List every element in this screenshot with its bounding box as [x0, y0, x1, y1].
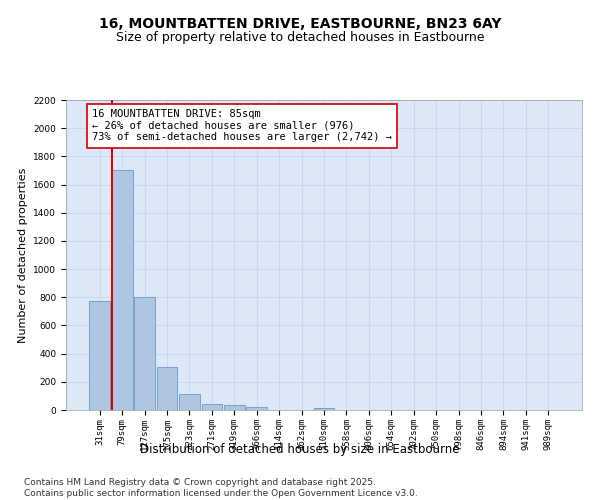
Text: Distribution of detached houses by size in Eastbourne: Distribution of detached houses by size … — [140, 442, 460, 456]
Text: Size of property relative to detached houses in Eastbourne: Size of property relative to detached ho… — [116, 31, 484, 44]
Bar — [157, 367, 178, 410]
Bar — [202, 404, 222, 410]
Bar — [179, 394, 200, 410]
Text: 16, MOUNTBATTEN DRIVE, EASTBOURNE, BN23 6AY: 16, MOUNTBATTEN DRIVE, EASTBOURNE, BN23 … — [99, 18, 501, 32]
Bar — [314, 408, 334, 410]
Text: Contains HM Land Registry data © Crown copyright and database right 2025.
Contai: Contains HM Land Registry data © Crown c… — [24, 478, 418, 498]
Bar — [112, 170, 133, 410]
Bar — [89, 301, 110, 410]
Text: 16 MOUNTBATTEN DRIVE: 85sqm
← 26% of detached houses are smaller (976)
73% of se: 16 MOUNTBATTEN DRIVE: 85sqm ← 26% of det… — [92, 110, 392, 142]
Bar — [224, 404, 245, 410]
Bar — [247, 407, 267, 410]
Y-axis label: Number of detached properties: Number of detached properties — [18, 168, 28, 342]
Bar — [134, 298, 155, 410]
